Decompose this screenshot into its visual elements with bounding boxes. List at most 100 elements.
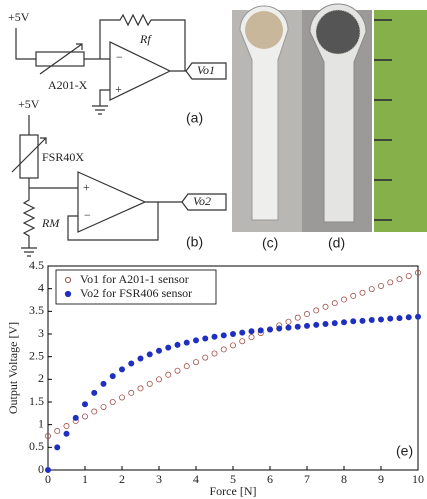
point — [54, 444, 61, 451]
point — [174, 341, 181, 348]
legend-label: Vo2 for FSR406 sensor — [80, 286, 192, 300]
point — [294, 314, 301, 321]
point — [368, 316, 375, 323]
point — [405, 272, 412, 279]
y-axis-label: Output Voltage [V] — [6, 322, 20, 414]
point — [82, 401, 89, 408]
point — [229, 330, 236, 337]
x-tick-label: 9 — [378, 472, 384, 486]
x-tick-label: 10 — [412, 472, 424, 486]
x-tick-label: 4 — [193, 472, 199, 486]
x-tick-label: 8 — [341, 472, 347, 486]
point — [331, 300, 338, 307]
point — [137, 385, 144, 392]
point — [313, 321, 320, 328]
point — [303, 322, 310, 329]
point — [109, 373, 116, 380]
point — [294, 323, 301, 330]
y-tick-label: 1 — [38, 416, 44, 430]
point — [257, 327, 264, 334]
resistor-label: Rf — [139, 32, 152, 46]
x-tick-label: 7 — [304, 472, 310, 486]
legend-marker — [64, 290, 72, 298]
point — [248, 328, 255, 335]
point — [100, 403, 107, 410]
point — [285, 324, 292, 331]
point — [119, 366, 126, 373]
svg-text:+: + — [83, 180, 90, 194]
resistor-label: RM — [41, 216, 60, 230]
output-label: Vo2 — [193, 194, 211, 208]
legend — [55, 269, 217, 305]
point — [146, 380, 153, 387]
point — [63, 430, 70, 437]
point — [183, 339, 190, 346]
ruler — [374, 10, 427, 232]
x-axis-label: Force [N] — [210, 484, 257, 498]
point — [165, 344, 172, 351]
point — [192, 337, 199, 344]
point — [322, 303, 329, 310]
output-label: Vo1 — [197, 63, 215, 77]
y-tick-label: 3 — [38, 326, 44, 340]
point — [63, 423, 70, 430]
sensor-label: FSR40X — [42, 150, 84, 164]
point — [368, 286, 375, 293]
point — [276, 325, 283, 332]
point — [340, 296, 347, 303]
point — [174, 367, 181, 374]
point — [350, 318, 357, 325]
y-tick-label: 4 — [38, 280, 44, 294]
point — [414, 269, 421, 276]
point — [109, 398, 116, 405]
point — [202, 335, 209, 342]
panel-label: (c) — [262, 235, 278, 251]
point — [396, 315, 403, 322]
point — [340, 319, 347, 326]
point — [266, 326, 273, 333]
supply-label: +5V — [18, 97, 40, 111]
point — [239, 329, 246, 336]
point — [100, 380, 107, 387]
x-tick-label: 0 — [45, 472, 51, 486]
point — [303, 311, 310, 318]
y-tick-label: 1.5 — [29, 394, 44, 408]
point — [248, 334, 255, 341]
point — [387, 315, 394, 322]
point — [45, 466, 52, 473]
point — [91, 389, 98, 396]
point — [220, 346, 227, 353]
point — [91, 408, 98, 415]
point — [211, 350, 218, 357]
x-tick-label: 1 — [82, 472, 88, 486]
svg-text:−: − — [84, 208, 91, 222]
point — [146, 351, 153, 358]
panel-label: (a) — [186, 110, 203, 126]
point — [183, 363, 190, 370]
x-tick-label: 3 — [156, 472, 162, 486]
y-tick-label: 3.5 — [29, 303, 44, 317]
point — [377, 316, 384, 323]
point — [119, 394, 126, 401]
panel-label: (e) — [396, 443, 413, 459]
point — [155, 347, 162, 354]
legend-marker — [64, 276, 72, 284]
point — [54, 428, 61, 435]
point — [45, 432, 52, 439]
sensor-label: A201-X — [48, 78, 88, 92]
point — [322, 321, 329, 328]
point — [405, 314, 412, 321]
y-tick-label: 2 — [38, 371, 44, 385]
y-tick-label: 4.5 — [29, 258, 44, 272]
x-tick-label: 6 — [267, 472, 273, 486]
x-tick-label: 5 — [230, 472, 236, 486]
svg-text:−: − — [116, 50, 123, 64]
point — [387, 279, 394, 286]
y-tick-label: 0 — [38, 462, 44, 476]
x-tick-label: 2 — [119, 472, 125, 486]
point — [155, 376, 162, 383]
point — [137, 355, 144, 362]
point — [239, 338, 246, 345]
photos: (c) (d) — [232, 3, 427, 251]
point — [414, 313, 421, 320]
